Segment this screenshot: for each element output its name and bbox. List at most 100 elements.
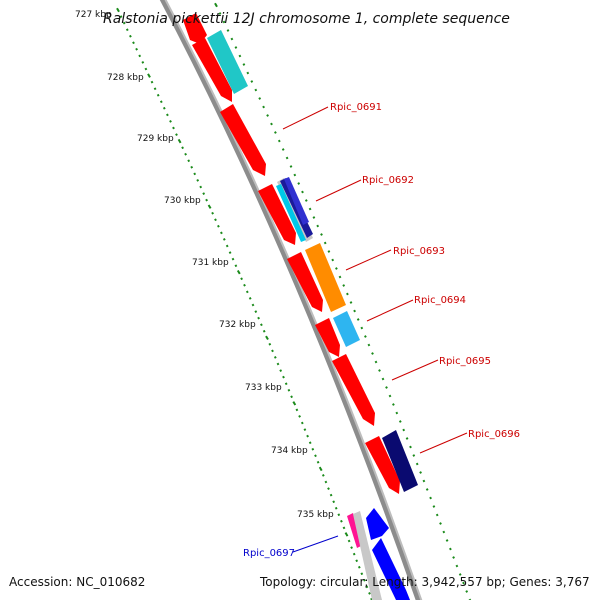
outer-genes: [207, 30, 418, 492]
ruler-dot: [329, 493, 333, 497]
ruler-dot: [292, 401, 297, 406]
track-dot: [289, 165, 293, 168]
track-dot: [323, 241, 327, 245]
ruler-dot: [360, 572, 364, 576]
track-dot: [398, 420, 402, 423]
gene-box-skyblue[interactable]: [333, 311, 360, 347]
gene-arrow-rpic-0690[interactable]: [183, 13, 207, 44]
gene-label-rpic-0695[interactable]: Rpic_0695: [439, 356, 491, 367]
ruler-dot: [265, 335, 269, 341]
gene-arrow-rpic-0693[interactable]: [287, 252, 323, 312]
track-dot: [419, 471, 422, 474]
leader-line-rpic-0691: [282, 106, 329, 130]
gene-arrow-rpic-0695[interactable]: [332, 354, 375, 426]
ruler-label: 731 kbp: [192, 258, 229, 268]
gene-arrow-rpic-0690b[interactable]: [192, 38, 232, 102]
track-dot: [226, 29, 230, 32]
track-dot: [266, 114, 269, 117]
ruler-dot: [290, 395, 293, 399]
track-dot: [349, 301, 353, 304]
ruler-dot: [169, 120, 172, 123]
ruler-dot: [316, 460, 320, 464]
track-dot: [316, 224, 320, 228]
track-dot: [455, 564, 459, 568]
ruler-dot: [175, 133, 178, 136]
ruler-dot: [268, 342, 272, 346]
gene-arrow-rpic-0691[interactable]: [220, 104, 266, 176]
gene-label-rpic-0696[interactable]: Rpic_0696: [468, 429, 520, 440]
bottom-genes: [347, 508, 410, 600]
gene-label-rpic-0697[interactable]: Rpic_0697: [243, 548, 295, 559]
gene-arrow-blue-1[interactable]: [366, 508, 389, 540]
ruler-dot: [248, 297, 252, 300]
track-dot: [230, 37, 234, 41]
ruler-dot: [324, 480, 328, 484]
track-dot: [293, 173, 297, 177]
ruler-dot: [300, 421, 304, 425]
ruler-dot: [332, 500, 336, 504]
ruler-label: 734 kbp: [271, 446, 308, 456]
track-dot: [364, 335, 367, 338]
ruler-dot: [172, 126, 175, 130]
gene-label-rpic-0692[interactable]: Rpic_0692: [362, 175, 414, 186]
track-dot: [250, 80, 254, 83]
gene-label-rpic-0693[interactable]: Rpic_0693: [393, 246, 445, 257]
gene-box-cyan-mid[interactable]: [276, 184, 306, 242]
track-dot: [458, 573, 462, 576]
ruler-dot: [363, 578, 366, 582]
ruler-dot: [129, 34, 132, 38]
gene-box-gray-bottom[interactable]: [353, 511, 382, 600]
track-dot: [422, 479, 426, 483]
ruler-dot: [222, 238, 226, 241]
gene-arrow-rpic-0692[interactable]: [258, 184, 296, 245]
ruler-dot: [220, 231, 223, 235]
ruler-dot: [211, 211, 214, 215]
ruler-dot: [251, 303, 255, 307]
track-dot: [412, 454, 416, 457]
track-dot: [429, 496, 432, 500]
track-dot: [395, 411, 399, 415]
track-dot: [442, 530, 446, 534]
track-dot: [425, 488, 429, 491]
gene-label-rpic-0694[interactable]: Rpic_0694: [414, 295, 466, 306]
track-dot: [320, 233, 323, 236]
ruler-dot: [119, 15, 123, 18]
ruler-dot: [245, 290, 249, 294]
ruler-dot: [243, 283, 246, 287]
gene-arrow-rpic-0696[interactable]: [365, 436, 400, 494]
ruler-dot: [162, 106, 166, 110]
leader-line-rpic-0693: [345, 249, 392, 271]
gene-box-darknavy[interactable]: [382, 430, 418, 492]
ruler-dot: [340, 519, 343, 523]
gene-arrow-blue-2[interactable]: [372, 538, 410, 600]
ruler-dot: [318, 466, 323, 472]
ruler-dots-outer: [214, 2, 472, 600]
track-dot: [327, 250, 331, 253]
gene-box-cyan-top[interactable]: [207, 30, 248, 94]
ruler-dot: [347, 539, 351, 543]
track-dot: [465, 590, 469, 593]
gene-box-blue[interactable]: [284, 177, 309, 225]
ruler-dot: [327, 487, 330, 490]
leader-line-rpic-0694: [366, 299, 414, 322]
ruler-dot: [334, 506, 338, 510]
ruler-dot: [355, 559, 359, 563]
gene-label-rpic-0691[interactable]: Rpic_0691: [330, 102, 382, 113]
track-dot: [242, 63, 246, 66]
track-dot: [335, 267, 338, 270]
leader-line-rpic-0695: [391, 359, 439, 381]
ruler-dot: [284, 382, 288, 386]
track-dot: [214, 2, 218, 8]
ruler-label: 732 kbp: [219, 320, 256, 330]
ruler-dot: [122, 21, 126, 25]
track-dot: [452, 556, 455, 559]
ruler-dot: [321, 474, 325, 477]
track-dot: [378, 369, 381, 372]
ruler-dot: [214, 218, 217, 222]
ruler-dot: [199, 185, 203, 189]
ruler-dot: [273, 356, 277, 359]
track-dot: [304, 199, 308, 202]
gene-box-orange[interactable]: [305, 243, 346, 312]
gene-arrow-rpic-0694[interactable]: [315, 318, 340, 357]
